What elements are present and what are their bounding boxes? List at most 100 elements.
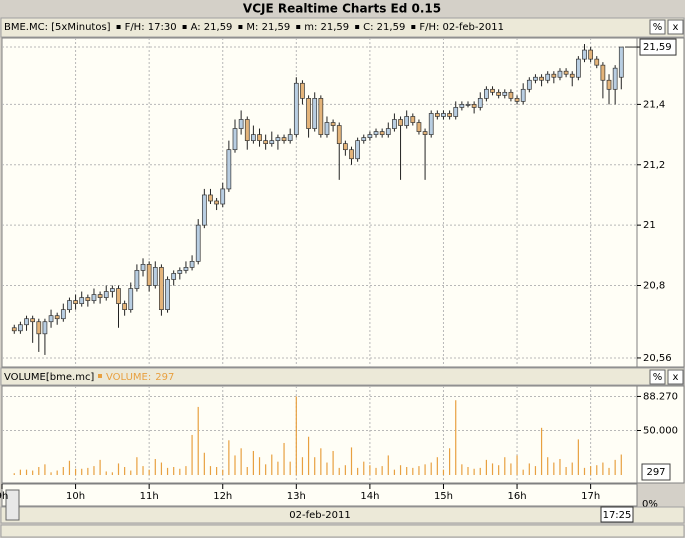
candle-body <box>588 49 593 60</box>
candle-body <box>11 327 17 332</box>
candle-body <box>171 273 177 280</box>
close-button-label[interactable]: x <box>673 372 679 383</box>
candle-body <box>465 104 471 106</box>
price-header: BME.MC: [5xMinutos] F/H: 17:30 A: 21,59 M: … <box>4 22 504 33</box>
candle-body <box>502 91 508 96</box>
candle-body <box>30 318 36 323</box>
candle-body <box>606 79 612 90</box>
candle-body <box>318 98 324 135</box>
candle-body <box>146 264 152 286</box>
scroll-percent: 0% <box>642 499 658 510</box>
close-button-label[interactable]: x <box>673 22 679 33</box>
candle-body <box>91 294 97 301</box>
separator <box>355 25 360 29</box>
candle-body <box>195 224 201 262</box>
candle-body <box>85 297 91 301</box>
price-header-bar <box>0 17 685 38</box>
legend-swatch <box>98 374 102 378</box>
candle-body <box>226 149 232 190</box>
candle-body <box>116 288 121 304</box>
candle-body <box>324 122 330 135</box>
candle-body <box>569 73 575 78</box>
date-label: 02-feb-2011 <box>289 510 350 521</box>
candle-body <box>330 122 336 126</box>
header-item: F/H: 17:30 <box>125 22 177 33</box>
volume-current-value: 297 <box>646 467 665 478</box>
bottom-scrollbar[interactable] <box>0 524 685 538</box>
separator <box>296 25 301 29</box>
candle-body <box>428 113 434 135</box>
candle-body <box>526 79 532 90</box>
candle-body <box>244 119 250 141</box>
price-axis <box>636 37 685 368</box>
scrollbar[interactable] <box>0 506 685 524</box>
close-button[interactable] <box>667 369 684 385</box>
candle-body <box>97 294 103 298</box>
y-tick-label: 21,4 <box>643 99 665 110</box>
volume-plot <box>1 385 638 484</box>
candle-body <box>257 134 262 141</box>
x-tick-label: 16h <box>508 491 527 502</box>
candle-body <box>410 116 416 123</box>
header-item: m: 21,59 <box>304 22 349 33</box>
candle-body <box>379 131 385 135</box>
candle-body <box>201 194 207 226</box>
candle-body <box>447 113 452 117</box>
candle-body <box>79 297 85 304</box>
candle-body <box>159 267 164 311</box>
y-tick-label: 21 <box>643 220 656 231</box>
window-title: VCJE Realtime Charts Ed 0.15 <box>243 2 441 16</box>
candle-body <box>471 104 477 108</box>
candle-body <box>557 70 563 78</box>
x-tick-label: 17h <box>581 491 600 502</box>
candle-body <box>67 300 72 311</box>
separator <box>116 25 121 29</box>
candle-body <box>306 98 311 129</box>
percent-button-label[interactable]: % <box>653 372 663 383</box>
candle-body <box>122 303 127 311</box>
scroll-thumb[interactable] <box>5 489 20 521</box>
percent-button[interactable] <box>649 19 666 35</box>
candle-body <box>152 267 158 286</box>
y-tick-label: 88.270 <box>643 391 678 402</box>
percent-button-label[interactable]: % <box>653 22 663 33</box>
candle-body <box>42 321 48 335</box>
candle-body <box>238 119 244 129</box>
y-tick-label: 20,8 <box>643 281 665 292</box>
separator <box>411 25 416 29</box>
time-box <box>600 506 634 523</box>
time-axis <box>1 483 638 507</box>
candle-body <box>508 91 514 99</box>
x-tick-label: 10h <box>66 491 85 502</box>
candle-body <box>533 76 538 81</box>
percent-button[interactable] <box>649 369 666 385</box>
header-item: A: 21,59 <box>191 22 233 33</box>
candle-body <box>183 267 189 271</box>
candle-body <box>367 134 373 138</box>
candle-body <box>177 270 183 274</box>
candle-body <box>484 88 489 99</box>
close-button[interactable] <box>667 19 684 35</box>
candle-body <box>128 288 134 311</box>
volume-legend-label: VOLUME: <box>106 372 151 383</box>
time-label: 17:25 <box>603 510 632 521</box>
candle-body <box>496 91 502 96</box>
candle-body <box>275 137 281 141</box>
x-tick-label: 14h <box>360 491 379 502</box>
volume-header-bar <box>0 367 685 386</box>
volume-legend-value: 297 <box>155 372 174 383</box>
candle-body <box>582 49 587 60</box>
candle-body <box>232 128 238 151</box>
candle-body <box>545 73 551 81</box>
candle-body <box>293 82 299 135</box>
candle-body <box>214 200 219 205</box>
candle-body <box>189 261 195 268</box>
candle-body <box>103 291 109 298</box>
candle-body <box>398 119 403 126</box>
candle-body <box>24 318 29 326</box>
candle-body <box>441 113 446 117</box>
candle-body <box>477 98 483 108</box>
candle-body <box>140 264 146 271</box>
x-tick-label: 13h <box>287 491 306 502</box>
x-tick-label: 12h <box>213 491 232 502</box>
